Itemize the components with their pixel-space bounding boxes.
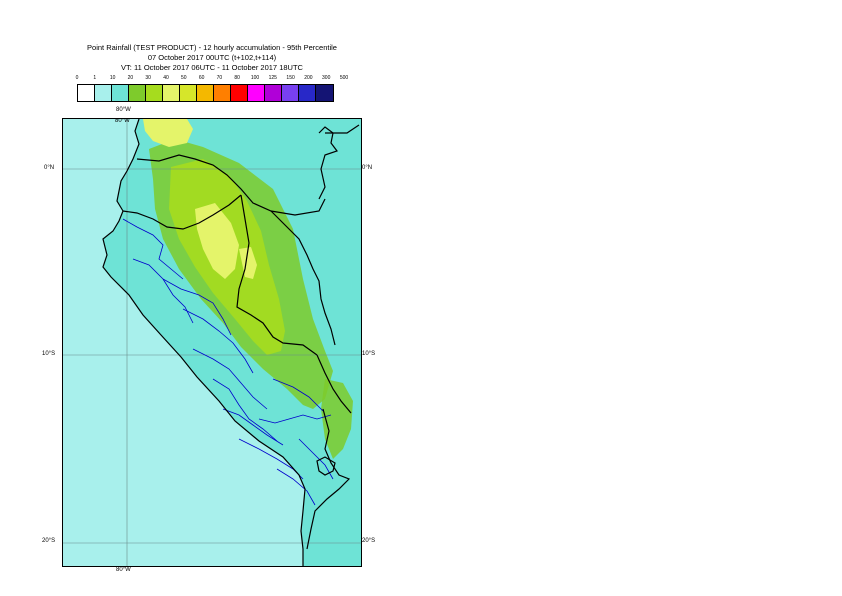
legend-threshold-label: 0 — [75, 75, 79, 81]
legend-threshold-label: 500 — [339, 75, 349, 81]
rain-area-yellow-top — [143, 119, 193, 147]
legend-swatch — [78, 85, 95, 101]
legend-swatch — [180, 85, 197, 101]
lat-label-10s-right: 10°S — [362, 351, 376, 357]
legend-threshold-label: 50 — [181, 75, 187, 81]
legend-threshold-label: 20 — [127, 75, 134, 81]
national-borders — [102, 119, 360, 566]
lon-label-top: 80°W — [116, 107, 131, 113]
legend-swatch — [95, 85, 112, 101]
legend-swatch — [282, 85, 299, 101]
legend-threshold-label: 125 — [268, 75, 277, 81]
legend-swatch — [231, 85, 248, 101]
ocean — [63, 119, 305, 566]
legend-threshold-labels: 0 1 10 20 30 40 50 60 70 80 100 125 150 200 300 500 — [72, 75, 362, 84]
legend-swatch — [214, 85, 231, 101]
legend-threshold-label: 100 — [250, 75, 260, 81]
lat-label-20s-left: 20°S — [42, 538, 56, 544]
lat-label-0-left: 0°N — [44, 165, 55, 171]
legend-swatch — [316, 85, 333, 101]
lat-label-10s-left: 10°S — [42, 351, 56, 357]
lon-label-bottom: 80°W — [116, 567, 131, 573]
rain-area-pale-yellow-2 — [239, 247, 257, 279]
legend-threshold-label: 60 — [198, 75, 205, 81]
color-legend — [77, 84, 334, 102]
validity-time: VT: 11 October 2017 06UTC - 11 October 2… — [121, 63, 303, 72]
legend-swatch — [197, 85, 214, 101]
legend-threshold-label: 200 — [304, 75, 313, 81]
legend-threshold-label: 80 — [234, 75, 240, 81]
rainfall-map: 80°W — [62, 118, 362, 567]
legend-swatch — [129, 85, 146, 101]
legend-threshold-label: 1 — [93, 75, 97, 81]
legend-swatch — [299, 85, 316, 101]
rain-area-pale-yellow — [195, 203, 239, 279]
lat-label-0-right: 0°N — [362, 165, 373, 171]
legend-threshold-label: 70 — [216, 75, 223, 81]
legend-threshold-label: 300 — [322, 75, 331, 81]
legend-threshold-label: 10 — [109, 75, 116, 81]
legend-swatch — [163, 85, 180, 101]
map-title: Point Rainfall (TEST PRODUCT) - 12 hourl… — [87, 43, 337, 52]
legend-swatch — [265, 85, 282, 101]
lat-label-20s-right: 20°S — [362, 538, 376, 544]
rain-area-light-green-south — [321, 379, 353, 459]
legend-swatch — [146, 85, 163, 101]
regional-boundaries — [122, 218, 334, 506]
legend-swatch — [112, 85, 129, 101]
graticule — [63, 119, 361, 566]
longitude-label-top: 80°W — [115, 118, 130, 124]
map-canvas — [63, 119, 361, 566]
legend-threshold-label: 30 — [145, 75, 151, 81]
legend-threshold-label: 150 — [286, 75, 295, 81]
legend-threshold-label: 40 — [163, 75, 169, 81]
ocean-inlet — [97, 151, 109, 165]
forecast-base-time: 07 October 2017 00UTC (t+102,t+114) — [147, 53, 277, 62]
legend-swatch — [248, 85, 265, 101]
